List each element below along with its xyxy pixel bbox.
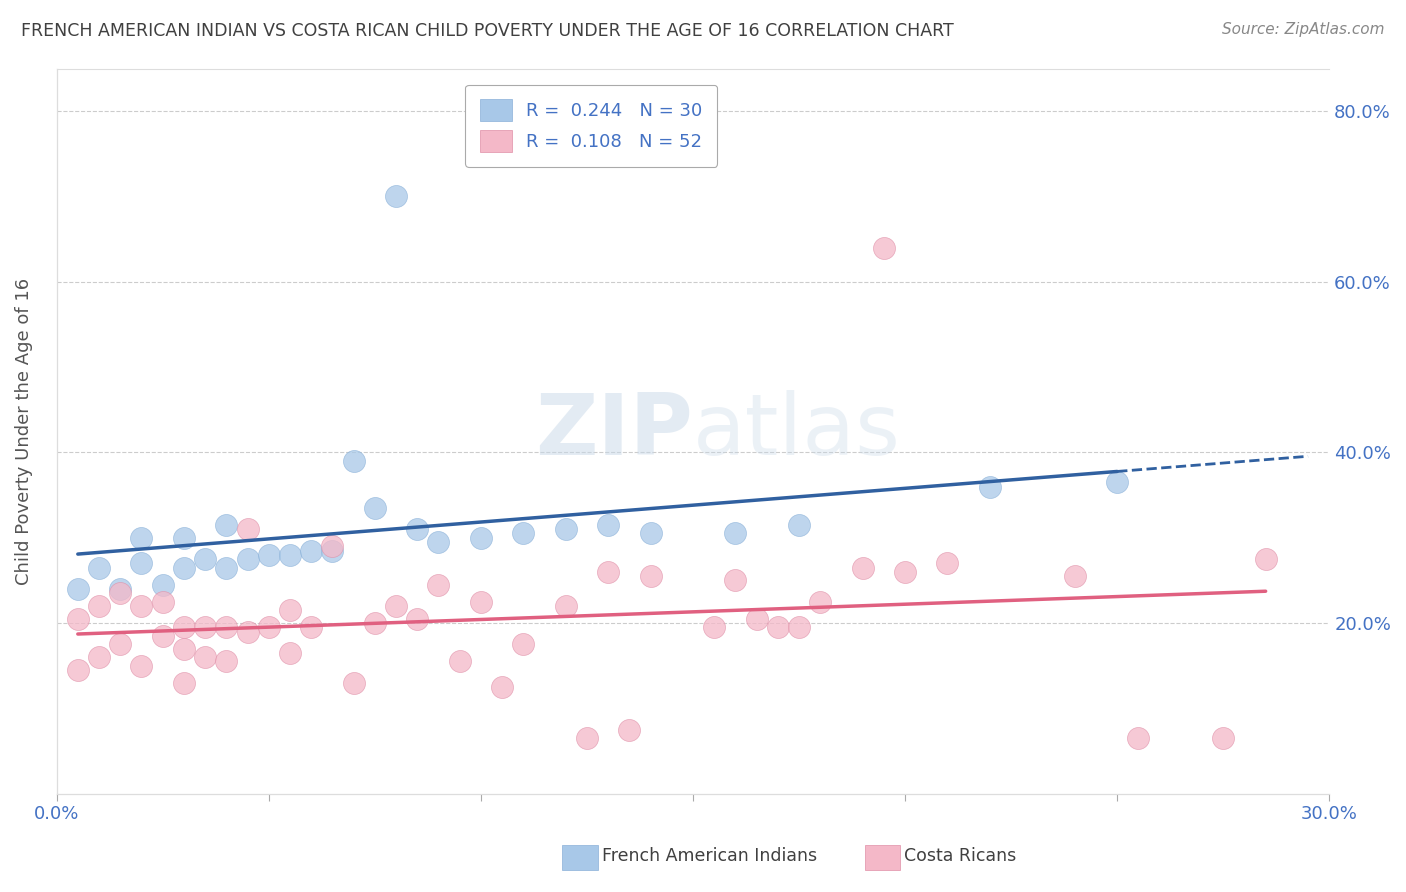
Point xyxy=(215,517,238,532)
Point xyxy=(427,535,450,549)
Point xyxy=(278,548,301,562)
Point xyxy=(110,637,132,651)
Point xyxy=(1063,569,1085,583)
Point xyxy=(703,620,725,634)
Point xyxy=(173,531,195,545)
Point xyxy=(236,552,259,566)
Point xyxy=(724,574,747,588)
Point xyxy=(342,454,364,468)
Point xyxy=(385,599,408,613)
Legend: R =  0.244   N = 30, R =  0.108   N = 52: R = 0.244 N = 30, R = 0.108 N = 52 xyxy=(465,85,717,167)
Text: FRENCH AMERICAN INDIAN VS COSTA RICAN CHILD POVERTY UNDER THE AGE OF 16 CORRELAT: FRENCH AMERICAN INDIAN VS COSTA RICAN CH… xyxy=(21,22,953,40)
Point xyxy=(1128,731,1150,746)
Point xyxy=(619,723,641,737)
Text: Source: ZipAtlas.com: Source: ZipAtlas.com xyxy=(1222,22,1385,37)
Point xyxy=(512,637,534,651)
Point xyxy=(173,641,195,656)
Point xyxy=(194,620,217,634)
Point xyxy=(66,582,89,596)
Point xyxy=(66,663,89,677)
Point xyxy=(852,560,875,574)
Point xyxy=(215,655,238,669)
Point xyxy=(131,658,153,673)
Point xyxy=(87,650,110,665)
Point xyxy=(66,612,89,626)
Point xyxy=(321,539,343,553)
Point xyxy=(364,615,387,630)
Point xyxy=(554,599,576,613)
Text: Costa Ricans: Costa Ricans xyxy=(904,847,1017,865)
Point xyxy=(787,517,810,532)
Point xyxy=(745,612,768,626)
Point xyxy=(321,543,343,558)
Point xyxy=(173,675,195,690)
Y-axis label: Child Poverty Under the Age of 16: Child Poverty Under the Age of 16 xyxy=(15,277,32,584)
Point xyxy=(87,599,110,613)
Point xyxy=(449,655,471,669)
Point xyxy=(894,565,917,579)
Text: atlas: atlas xyxy=(693,390,901,473)
Point xyxy=(512,526,534,541)
Point xyxy=(236,624,259,639)
Point xyxy=(87,560,110,574)
Point xyxy=(1254,552,1277,566)
Point xyxy=(215,560,238,574)
Point xyxy=(1212,731,1234,746)
Point xyxy=(342,675,364,690)
Point xyxy=(173,560,195,574)
Point xyxy=(152,577,174,591)
Point xyxy=(936,557,959,571)
Point xyxy=(640,526,662,541)
Point xyxy=(640,569,662,583)
Point xyxy=(173,620,195,634)
Point xyxy=(110,582,132,596)
Point xyxy=(236,522,259,536)
Point xyxy=(152,629,174,643)
Point xyxy=(194,650,217,665)
Point xyxy=(299,543,322,558)
Point xyxy=(215,620,238,634)
Point xyxy=(979,479,1001,493)
Point xyxy=(406,612,429,626)
Point xyxy=(385,189,408,203)
Point xyxy=(278,646,301,660)
Point xyxy=(278,603,301,617)
Point xyxy=(808,595,831,609)
Point xyxy=(406,522,429,536)
Point xyxy=(257,620,280,634)
Point xyxy=(724,526,747,541)
Point xyxy=(110,586,132,600)
Text: French American Indians: French American Indians xyxy=(602,847,817,865)
Point xyxy=(575,731,598,746)
Point xyxy=(152,595,174,609)
Point xyxy=(470,531,492,545)
Point xyxy=(194,552,217,566)
Point xyxy=(596,565,619,579)
Point xyxy=(787,620,810,634)
Point xyxy=(257,548,280,562)
Point xyxy=(131,557,153,571)
Text: ZIP: ZIP xyxy=(536,390,693,473)
Point xyxy=(766,620,789,634)
Point xyxy=(427,577,450,591)
Point xyxy=(131,531,153,545)
Point xyxy=(554,522,576,536)
Point xyxy=(1107,475,1129,490)
Point xyxy=(873,241,896,255)
Point xyxy=(364,500,387,515)
Point xyxy=(299,620,322,634)
Point xyxy=(131,599,153,613)
Point xyxy=(596,517,619,532)
Point xyxy=(470,595,492,609)
Point xyxy=(491,680,513,694)
